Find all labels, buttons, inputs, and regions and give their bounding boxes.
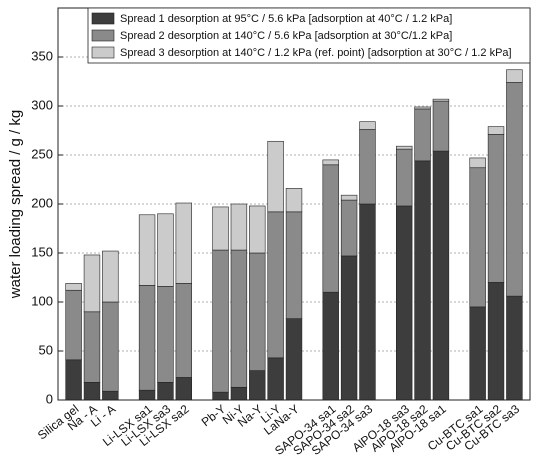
bar-segment bbox=[212, 206, 229, 251]
bar-segment bbox=[102, 250, 119, 303]
bar-segment bbox=[432, 150, 450, 401]
bar-segment bbox=[83, 311, 101, 383]
bar-segment bbox=[138, 214, 156, 286]
bar-segment bbox=[395, 148, 413, 207]
bar-segment bbox=[395, 205, 413, 401]
bar-segment bbox=[267, 140, 284, 213]
y-tick-label: 150 bbox=[31, 244, 53, 259]
bar-segment bbox=[175, 377, 193, 401]
bar-segment bbox=[359, 203, 376, 401]
bar-segment bbox=[157, 286, 174, 383]
y-tick-label: 300 bbox=[31, 97, 53, 112]
y-axis-label: water loading spread / g / kg bbox=[7, 110, 24, 299]
bar-segment bbox=[249, 252, 266, 371]
y-tick-label: 350 bbox=[31, 48, 53, 63]
bar-segment bbox=[395, 145, 413, 150]
bar-segment bbox=[414, 108, 431, 162]
bar-segment bbox=[469, 157, 486, 169]
bar-segment bbox=[230, 386, 248, 401]
y-tick-label: 100 bbox=[31, 293, 53, 308]
bar-segment bbox=[469, 167, 486, 308]
y-tick-label: 250 bbox=[31, 146, 53, 161]
bar-segment bbox=[414, 106, 431, 110]
bar-segment bbox=[432, 98, 450, 102]
bar-segment bbox=[83, 382, 101, 401]
bar-segment bbox=[212, 249, 229, 393]
bar-segment bbox=[212, 391, 229, 401]
bar-segment bbox=[267, 211, 284, 359]
bar-segment bbox=[157, 382, 174, 401]
bar-segment bbox=[359, 121, 376, 130]
bar-segment bbox=[267, 357, 284, 401]
bar-segment bbox=[506, 295, 523, 401]
bar-segment bbox=[157, 213, 174, 287]
bar-segment bbox=[102, 390, 119, 401]
legend-label: Spread 2 desorption at 140°C / 5.6 kPa [… bbox=[120, 30, 452, 42]
bar-segment bbox=[138, 285, 156, 391]
bar-segment bbox=[65, 283, 82, 291]
bar-segment bbox=[285, 211, 303, 319]
bar-segment bbox=[102, 301, 119, 392]
bar-segment bbox=[487, 134, 505, 283]
bar-segment bbox=[65, 359, 82, 401]
legend-swatch bbox=[91, 12, 115, 25]
bar-segment bbox=[322, 164, 339, 293]
bar-segment bbox=[487, 126, 505, 135]
bar-segment bbox=[230, 249, 248, 388]
bar-segment bbox=[322, 291, 339, 401]
bar-segment bbox=[230, 203, 248, 251]
bar-segment bbox=[65, 289, 82, 361]
bar-segment bbox=[414, 160, 431, 401]
legend-swatch bbox=[91, 46, 115, 59]
bar-segment bbox=[506, 82, 523, 297]
bar-segment bbox=[285, 318, 303, 401]
y-tick-label: 200 bbox=[31, 195, 53, 210]
legend-label: Spread 3 desorption at 140°C / 1.2 kPa (… bbox=[120, 47, 512, 59]
bar-segment bbox=[340, 255, 358, 401]
bar-segment bbox=[506, 69, 523, 83]
bar-segment bbox=[138, 389, 156, 401]
bar-segment bbox=[285, 188, 303, 213]
bar-segment bbox=[359, 129, 376, 205]
bar-segment bbox=[340, 199, 358, 257]
bar-segment bbox=[175, 202, 193, 284]
legend-swatch bbox=[91, 29, 115, 42]
bar-segment bbox=[432, 100, 450, 152]
bar-segment bbox=[83, 254, 101, 313]
bar-segment bbox=[469, 306, 486, 401]
bar-segment bbox=[249, 370, 266, 401]
bar-segment bbox=[322, 159, 339, 166]
legend-label: Spread 1 desorption at 95°C / 5.6 kPa [a… bbox=[120, 13, 452, 25]
bar-segment bbox=[175, 283, 193, 378]
y-tick-label: 50 bbox=[39, 342, 53, 357]
bar-segment bbox=[340, 194, 358, 201]
y-tick-label: 0 bbox=[46, 391, 53, 406]
bar-segment bbox=[487, 282, 505, 401]
legend-box bbox=[87, 7, 531, 64]
bar-segment bbox=[249, 205, 266, 254]
